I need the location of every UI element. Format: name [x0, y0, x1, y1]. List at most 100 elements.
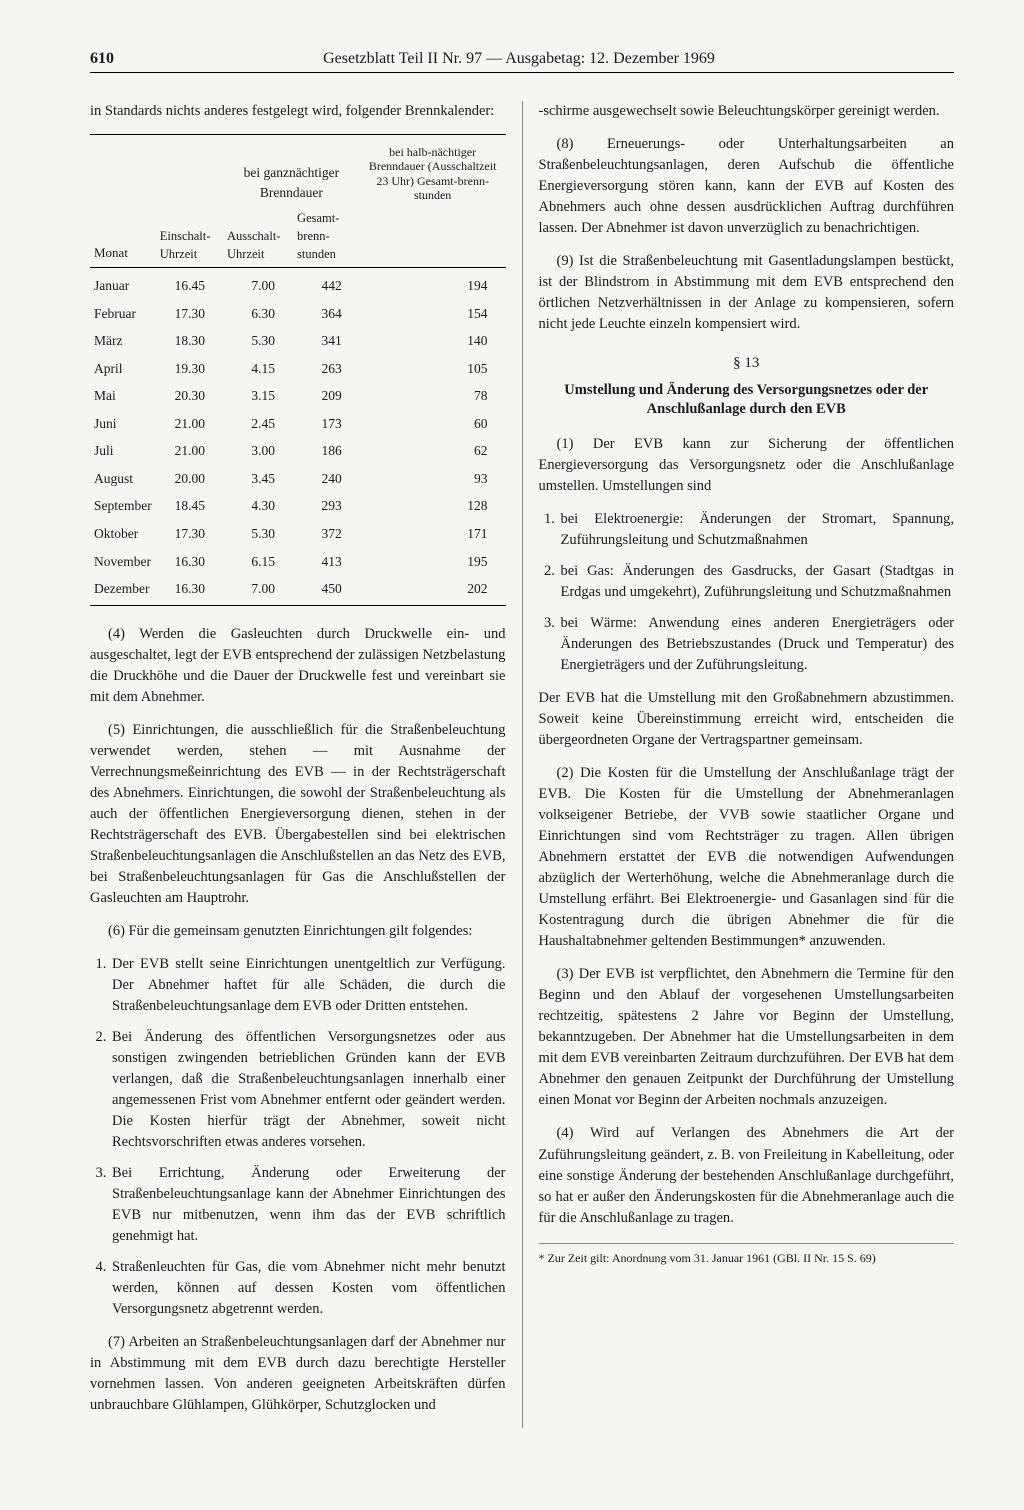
table-group-1: bei ganznächtiger Brenndauer [223, 135, 360, 206]
table-row: Februar17.306.30364154 [90, 300, 506, 328]
th-gesamt: Gesamt-brenn-stunden [293, 206, 360, 268]
cell-month: Oktober [90, 520, 156, 548]
para-9: (9) Ist die Straßenbeleuchtung mit Gasen… [539, 251, 955, 335]
s13-p1-tail: Der EVB hat die Umstellung mit den Großa… [539, 688, 955, 751]
table-row: April19.304.15263105 [90, 355, 506, 383]
cell-halb: 140 [360, 327, 506, 355]
cell-month: März [90, 327, 156, 355]
para-5: (5) Einrichtungen, die ausschließlich fü… [90, 720, 506, 909]
para-8: (8) Erneuerungs- oder Unterhaltungsarbei… [539, 134, 955, 239]
table-row: Juli21.003.0018662 [90, 437, 506, 465]
running-header: 610 Gesetzblatt Teil II Nr. 97 — Ausgabe… [90, 50, 954, 73]
cell-gesamt: 173 [293, 410, 360, 438]
table-row: November16.306.15413195 [90, 548, 506, 576]
cell-month: Februar [90, 300, 156, 328]
cell-halb: 154 [360, 300, 506, 328]
s13-p1-intro: (1) Der EVB kann zur Sicherung der öffen… [539, 434, 955, 497]
cell-ein: 16.30 [156, 575, 223, 605]
cell-month: Mai [90, 382, 156, 410]
cell-ein: 16.30 [156, 548, 223, 576]
list-item: bei Elektroenergie: Änderungen der Strom… [559, 509, 955, 551]
table-row: Januar16.457.00442194 [90, 267, 506, 299]
cell-ein: 18.30 [156, 327, 223, 355]
cell-gesamt: 372 [293, 520, 360, 548]
table-row: Oktober17.305.30372171 [90, 520, 506, 548]
cell-halb: 78 [360, 382, 506, 410]
cell-ein: 21.00 [156, 437, 223, 465]
cell-gesamt: 413 [293, 548, 360, 576]
table-group-2: bei halb-nächtiger Brenndauer (Ausschalt… [360, 135, 506, 206]
list-item: bei Gas: Änderungen des Gasdrucks, der G… [559, 561, 955, 603]
cell-halb: 194 [360, 267, 506, 299]
cell-halb: 105 [360, 355, 506, 383]
cell-gesamt: 450 [293, 575, 360, 605]
cell-aus: 6.30 [223, 300, 293, 328]
table-row: Juni21.002.4517360 [90, 410, 506, 438]
page-number: 610 [90, 50, 114, 68]
cell-halb: 93 [360, 465, 506, 493]
table-row: August20.003.4524093 [90, 465, 506, 493]
cell-halb: 171 [360, 520, 506, 548]
para-6-intro: (6) Für die gemeinsam genutzten Einricht… [90, 921, 506, 942]
s13-p4: (4) Wird auf Verlangen des Abnehmers die… [539, 1123, 955, 1228]
cell-halb: 62 [360, 437, 506, 465]
cell-halb: 202 [360, 575, 506, 605]
cell-ein: 17.30 [156, 300, 223, 328]
cell-gesamt: 240 [293, 465, 360, 493]
cell-month: April [90, 355, 156, 383]
cell-month: November [90, 548, 156, 576]
para-7: (7) Arbeiten an Straßenbeleuchtungsanlag… [90, 1332, 506, 1416]
list-item: Der EVB stellt seine Einrichtungen unent… [110, 954, 506, 1017]
cell-halb: 128 [360, 492, 506, 520]
cell-aus: 2.45 [223, 410, 293, 438]
footnote: * Zur Zeit gilt: Anordnung vom 31. Janua… [539, 1243, 955, 1267]
cell-month: Juni [90, 410, 156, 438]
header-title: Gesetzblatt Teil II Nr. 97 — Ausgabetag:… [323, 50, 715, 68]
left-column: in Standards nichts anderes festgelegt w… [90, 101, 523, 1428]
cell-gesamt: 293 [293, 492, 360, 520]
cell-ein: 20.00 [156, 465, 223, 493]
th-monat: Monat [90, 206, 156, 268]
th-ein: Einschalt-Uhrzeit [156, 206, 223, 268]
intro-text: in Standards nichts anderes festgelegt w… [90, 101, 506, 122]
cell-ein: 18.45 [156, 492, 223, 520]
cell-aus: 4.15 [223, 355, 293, 383]
table-row: September18.454.30293128 [90, 492, 506, 520]
cell-ein: 19.30 [156, 355, 223, 383]
para-4: (4) Werden die Gasleuchten durch Druckwe… [90, 624, 506, 708]
cell-ein: 20.30 [156, 382, 223, 410]
cell-ein: 16.45 [156, 267, 223, 299]
para-7-cont: -schirme ausgewechselt sowie Beleuchtung… [539, 101, 955, 122]
list-item: bei Wärme: Anwendung eines anderen Energ… [559, 613, 955, 676]
cell-aus: 3.15 [223, 382, 293, 410]
cell-halb: 195 [360, 548, 506, 576]
cell-gesamt: 263 [293, 355, 360, 383]
s13-p2: (2) Die Kosten für die Umstellung der An… [539, 763, 955, 952]
cell-aus: 3.00 [223, 437, 293, 465]
s13-list: bei Elektroenergie: Änderungen der Strom… [539, 509, 955, 676]
cell-aus: 4.30 [223, 492, 293, 520]
cell-gesamt: 209 [293, 382, 360, 410]
cell-month: Dezember [90, 575, 156, 605]
section-13-num: § 13 [539, 353, 955, 375]
cell-month: August [90, 465, 156, 493]
table-row: März18.305.30341140 [90, 327, 506, 355]
list-item: Straßenleuchten für Gas, die vom Abnehme… [110, 1257, 506, 1320]
cell-gesamt: 442 [293, 267, 360, 299]
cell-ein: 21.00 [156, 410, 223, 438]
cell-month: September [90, 492, 156, 520]
cell-aus: 5.30 [223, 520, 293, 548]
cell-month: Juli [90, 437, 156, 465]
cell-gesamt: 186 [293, 437, 360, 465]
cell-ein: 17.30 [156, 520, 223, 548]
th-aus: Ausschalt-Uhrzeit [223, 206, 293, 268]
table-row: Mai20.303.1520978 [90, 382, 506, 410]
cell-gesamt: 364 [293, 300, 360, 328]
right-column: -schirme ausgewechselt sowie Beleuchtung… [523, 101, 955, 1428]
cell-aus: 5.30 [223, 327, 293, 355]
cell-month: Januar [90, 267, 156, 299]
cell-gesamt: 341 [293, 327, 360, 355]
cell-aus: 7.00 [223, 267, 293, 299]
cell-aus: 7.00 [223, 575, 293, 605]
brennkalender-table: bei ganznächtiger Brenndauer bei halb-nä… [90, 134, 506, 606]
